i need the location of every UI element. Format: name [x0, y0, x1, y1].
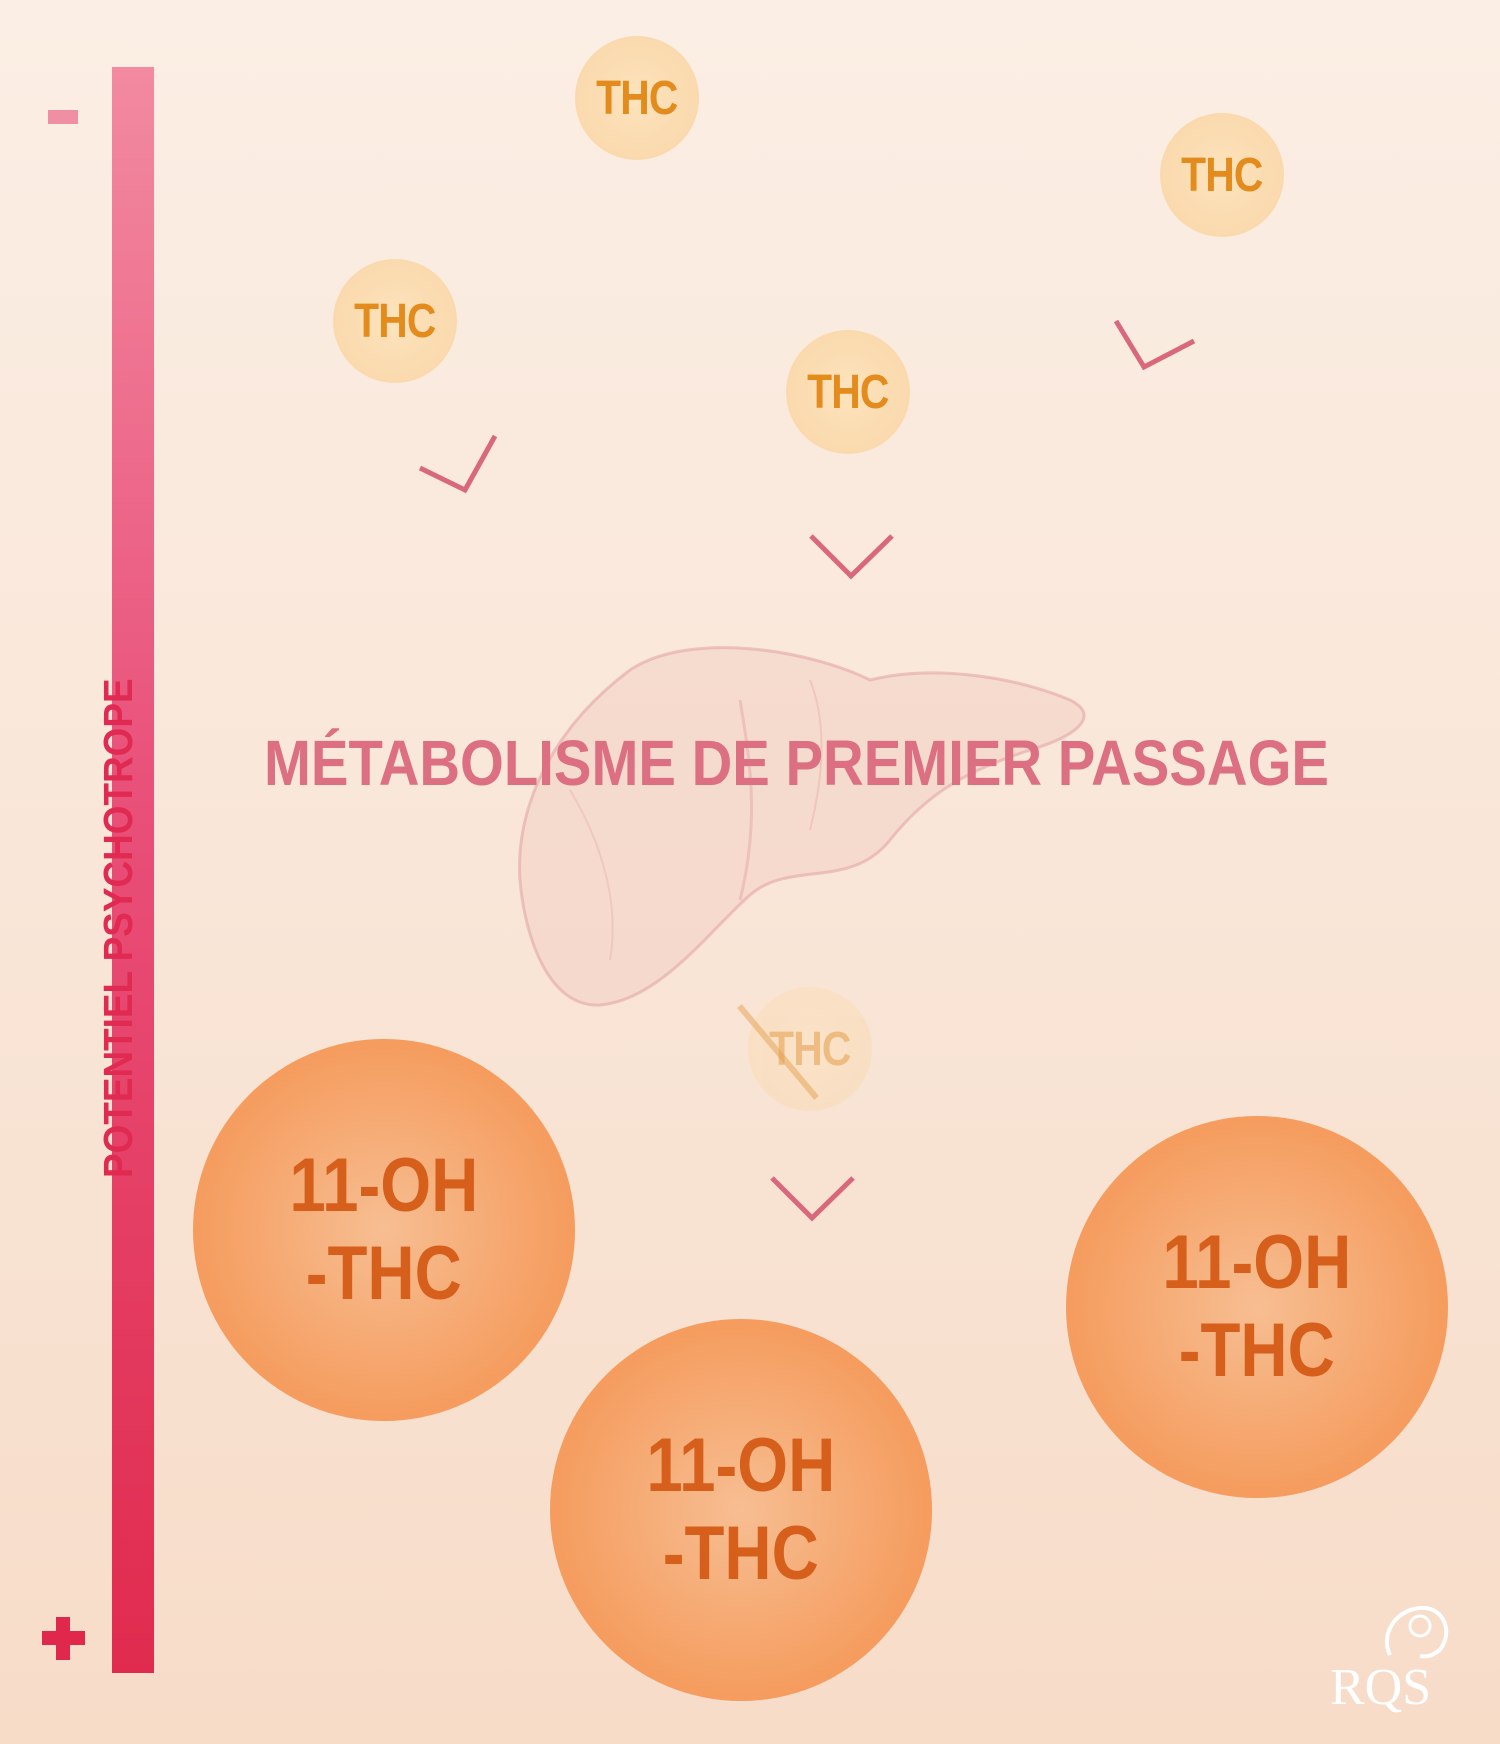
thc-molecule: THC	[575, 36, 699, 160]
rqs-logo: RQS	[1330, 1600, 1480, 1730]
thc-molecule: THC	[1160, 113, 1284, 237]
minus-sign	[48, 110, 78, 124]
process-title: MÉTABOLISME DE PREMIER PASSAGE	[264, 727, 1329, 799]
thc-molecule: THC	[333, 259, 457, 383]
arrow-down-icon	[415, 430, 505, 500]
metabolite-bubble: 11-OH -THC	[193, 1039, 575, 1421]
liver-icon	[510, 640, 1100, 1015]
logo-text: RQS	[1330, 1659, 1432, 1716]
thc-molecule: THC	[786, 330, 910, 454]
metabolite-bubble: 11-OH -THC	[550, 1319, 932, 1701]
metabolite-bubble: 11-OH -THC	[1066, 1116, 1448, 1498]
plus-sign-vertical	[56, 1617, 70, 1660]
axis-title: POTENTIEL PSYCHOTROPE	[95, 678, 141, 1178]
arrow-down-icon	[1108, 315, 1198, 375]
psychotropic-scale-bar	[112, 67, 154, 1673]
lion-icon	[1384, 1605, 1449, 1659]
arrow-down-icon	[808, 533, 896, 583]
arrow-down-icon	[769, 1175, 857, 1225]
